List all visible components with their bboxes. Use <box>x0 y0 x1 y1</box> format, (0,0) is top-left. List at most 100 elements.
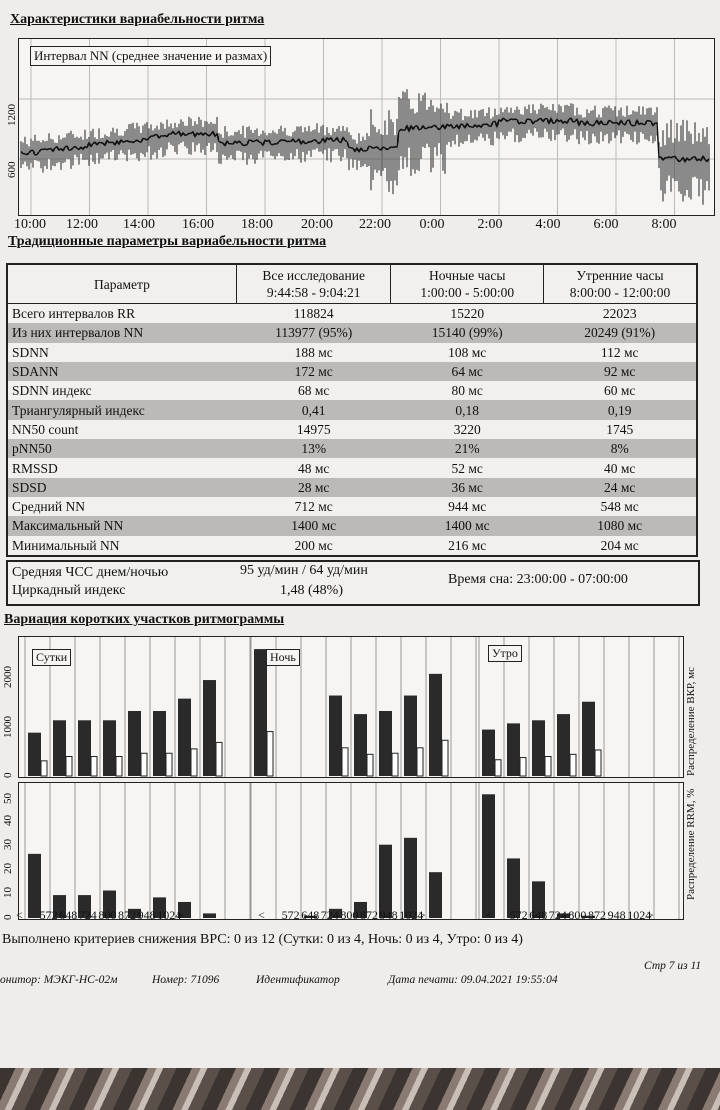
nn-interval-chart <box>18 38 715 216</box>
hist-bar-secondary <box>366 753 374 777</box>
cell-all: 113977 (95%) <box>236 323 391 343</box>
nn-range-trace <box>20 89 710 205</box>
vkr-histogram <box>18 636 705 778</box>
cell-all: 118824 <box>236 303 391 324</box>
hrv-parameters-table: Параметр Все исследование 9:44:58 - 9:04:… <box>6 263 698 557</box>
table-row: SDNN 188 мс 108 мс 112 мс <box>7 342 697 362</box>
hist-bar-secondary <box>115 756 123 777</box>
cell-all: 28 мс <box>236 477 391 497</box>
rrm-histogram-svg <box>24 783 705 919</box>
hist-bar-secondary <box>341 747 349 777</box>
cell-morning: 20249 (91%) <box>543 323 697 343</box>
hist-xtick: > <box>176 908 184 922</box>
hist-bar-secondary <box>494 759 502 777</box>
hist-bar <box>582 701 595 776</box>
footer-number: Номер: 71096 <box>152 974 220 986</box>
hist-xtick: 724 <box>78 908 97 922</box>
report-page: Характеристики вариабельности ритма Инте… <box>0 0 720 1068</box>
hist-bar <box>178 901 191 918</box>
hist-xtick: 1024 <box>627 908 652 922</box>
cell-night: 15220 <box>390 303 544 324</box>
cell-night: 108 мс <box>390 342 544 362</box>
cell-name: NN50 count <box>7 419 237 440</box>
hist-bar <box>329 695 342 776</box>
hist-bar <box>582 915 595 918</box>
cell-night: 36 мс <box>390 477 544 497</box>
hist-bar <box>203 913 216 918</box>
cell-morning: 112 мс <box>543 342 697 362</box>
circadian-label: Циркадный индекс <box>12 583 126 598</box>
cell-name: SDNN индекс <box>7 381 237 401</box>
cell-morning: 22023 <box>543 303 697 324</box>
top-ytick-0: 0 <box>2 772 14 779</box>
hist-bar <box>482 794 495 918</box>
hist-xtick: 724 <box>320 908 339 922</box>
hist-bar <box>482 729 495 776</box>
criteria-text: Выполнено критериев снижения ВРС: 0 из 1… <box>2 932 523 947</box>
table-row: Минимальный NN 200 мс 216 мс 204 мс <box>7 535 697 556</box>
hist-bar <box>379 844 392 918</box>
bot-ytick-10: 10 <box>2 887 14 898</box>
short-segments-title: Вариация коротких участков ритмограммы <box>4 612 285 627</box>
hist-xtick: 572 <box>509 908 528 922</box>
hist-xtick: < <box>258 908 265 922</box>
hist-bar <box>128 711 141 776</box>
cell-night: 64 мс <box>390 361 544 382</box>
bot-ytick-50: 50 <box>2 793 14 804</box>
nn-ytick-1200: 1200 <box>6 104 18 126</box>
cell-name: Максимальный NN <box>7 516 237 536</box>
time-label: 4:00 <box>535 217 561 232</box>
hist-xtick: 948 <box>137 908 156 922</box>
sleep-time: Время сна: 23:00:00 - 07:00:00 <box>448 572 628 587</box>
background-fabric <box>0 1068 720 1110</box>
hist-xtick: 1024 <box>157 908 182 922</box>
circadian-value: 1,48 (48%) <box>280 583 343 598</box>
group-label-night: Ночь <box>266 649 300 666</box>
hist-xtick: 872 <box>588 908 606 922</box>
hist-xtick: > <box>418 908 426 922</box>
hist-bar <box>254 649 267 776</box>
hist-xtick: < <box>486 908 493 922</box>
hist-bar-secondary <box>65 756 73 777</box>
bot-ytick-30: 30 <box>2 839 14 850</box>
top-axis-label: Распределение ВКР, мс <box>685 666 697 776</box>
cell-night: 21% <box>390 439 544 459</box>
hist-xtick: 648 <box>529 908 548 922</box>
time-label: 8:00 <box>651 217 677 232</box>
cell-name: pNN50 <box>7 439 237 459</box>
hist-bar <box>28 732 41 776</box>
cell-morning: 1080 мс <box>543 516 697 536</box>
hist-bar-secondary <box>190 748 198 777</box>
cell-name: Средний NN <box>7 496 237 517</box>
cell-name: Всего интервалов RR <box>7 303 237 324</box>
hist-bar <box>53 720 66 776</box>
hist-bar <box>103 890 116 918</box>
hist-bar <box>404 837 417 918</box>
time-label: 12:00 <box>66 217 98 232</box>
bot-ytick-40: 40 <box>2 815 14 826</box>
hist-bar-secondary <box>519 757 527 777</box>
header-night: Ночные часы 1:00:00 - 5:00:00 <box>390 263 544 304</box>
hist-xtick: 724 <box>548 908 567 922</box>
cell-night: 0,18 <box>390 400 544 420</box>
cell-morning: 24 мс <box>543 477 697 497</box>
cell-all: 172 мс <box>236 361 391 382</box>
hist-bar-secondary <box>544 756 552 777</box>
hist-bar <box>429 673 442 776</box>
hist-bar-secondary <box>569 753 577 777</box>
nn-mean-trace <box>20 116 710 164</box>
cell-all: 68 мс <box>236 381 391 401</box>
header-morning: Утренние часы 8:00:00 - 12:00:00 <box>542 263 698 304</box>
hist-xtick: 948 <box>379 908 398 922</box>
nn-ytick-600: 600 <box>6 161 18 179</box>
rrm-histogram <box>18 782 705 920</box>
hist-bar <box>404 695 417 776</box>
hist-bar <box>153 711 166 776</box>
hist-xtick: 572 <box>39 908 58 922</box>
table-row: SDANN 172 мс 64 мс 92 мс <box>7 361 697 382</box>
hist-bar <box>354 714 367 776</box>
hist-xtick: 648 <box>59 908 78 922</box>
hr-value: 95 уд/мин / 64 уд/мин <box>240 563 368 578</box>
cell-name: SDANN <box>7 361 237 382</box>
time-label: 16:00 <box>182 217 214 232</box>
